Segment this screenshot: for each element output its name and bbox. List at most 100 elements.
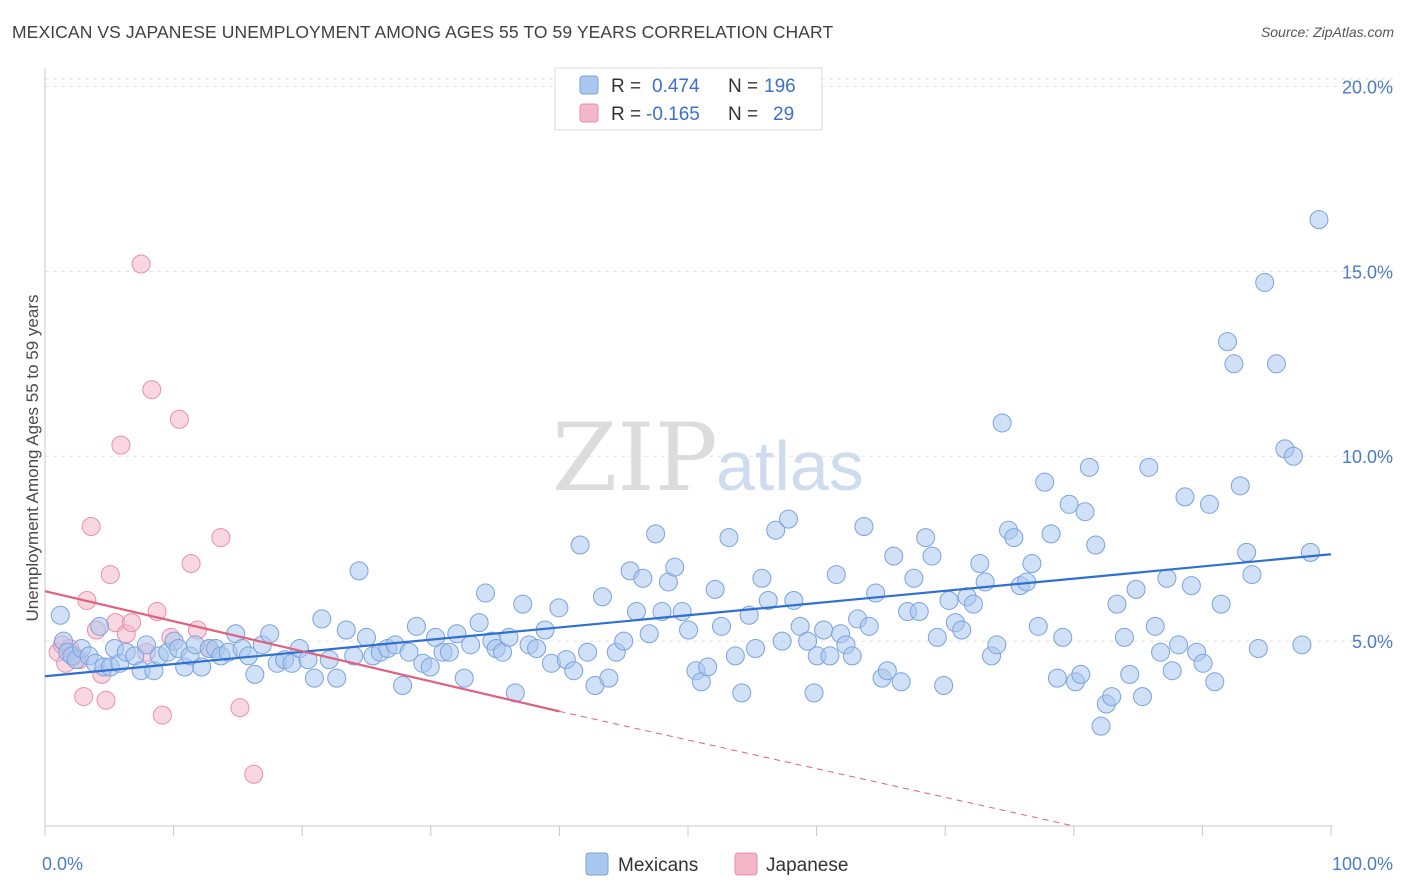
japanese-point bbox=[96, 690, 116, 710]
mexican-point bbox=[1114, 627, 1134, 647]
japanese-trend-line bbox=[44, 590, 560, 713]
bottom-label-japanese: Japanese bbox=[766, 855, 848, 876]
mexican-point bbox=[393, 675, 413, 695]
mexican-point bbox=[1053, 627, 1073, 647]
japanese-point bbox=[230, 698, 250, 718]
japanese-points bbox=[48, 254, 264, 784]
legend-r-label-2: R = bbox=[611, 104, 641, 125]
y-axis-label: Unemployment Among Ages 55 to 59 years bbox=[23, 295, 42, 622]
mexican-point bbox=[732, 683, 752, 703]
mexican-point bbox=[1086, 535, 1106, 555]
y-tick-labels: 5.0% 10.0% 15.0% 20.0% bbox=[1342, 77, 1393, 652]
japanese-point bbox=[81, 516, 101, 536]
mexican-point bbox=[992, 413, 1012, 433]
mexican-point bbox=[1139, 457, 1159, 477]
mexican-point bbox=[712, 616, 732, 636]
mexican-point bbox=[725, 646, 745, 666]
mexican-point bbox=[1237, 542, 1257, 562]
japanese-point bbox=[122, 613, 142, 633]
mexican-point bbox=[336, 620, 356, 640]
mexican-point bbox=[1071, 664, 1091, 684]
japanese-trend-extension bbox=[559, 710, 1074, 827]
japanese-point bbox=[152, 705, 172, 725]
mexican-point bbox=[1283, 446, 1303, 466]
mexican-point bbox=[633, 568, 653, 588]
mexican-point bbox=[1035, 472, 1055, 492]
legend-swatch-mexicans bbox=[579, 75, 599, 95]
mexican-point bbox=[1266, 354, 1286, 374]
mexican-point bbox=[1151, 642, 1171, 662]
mexican-point bbox=[614, 631, 634, 651]
mexican-point bbox=[1126, 579, 1146, 599]
mexican-point bbox=[1157, 568, 1177, 588]
correlation-legend: R = 0.474 N = 196 R = -0.165 N = 29 bbox=[554, 67, 823, 131]
y-tick-label: 5.0% bbox=[1352, 632, 1393, 652]
mexican-point bbox=[939, 590, 959, 610]
mexican-point bbox=[646, 524, 666, 544]
mexican-point bbox=[454, 668, 474, 688]
y-tick-label: 10.0% bbox=[1342, 447, 1393, 467]
legend-r-value-1: 0.474 bbox=[652, 76, 700, 97]
mexican-point bbox=[1199, 494, 1219, 514]
mexican-point bbox=[891, 672, 911, 692]
mexican-point bbox=[1075, 502, 1095, 522]
mexican-point bbox=[1218, 332, 1238, 352]
bottom-swatch-mexicans bbox=[585, 852, 609, 876]
mexican-point bbox=[1224, 354, 1244, 374]
mexican-point bbox=[698, 657, 718, 677]
mexican-point bbox=[1193, 653, 1213, 673]
mexican-point bbox=[672, 602, 692, 622]
mexican-point bbox=[904, 568, 924, 588]
trend-lines bbox=[44, 553, 1332, 827]
mexican-point bbox=[1248, 639, 1268, 659]
y-tick-label: 15.0% bbox=[1342, 262, 1393, 282]
mexican-point bbox=[1211, 594, 1231, 614]
y-tick-label: 20.0% bbox=[1342, 77, 1393, 97]
mexican-point bbox=[549, 598, 569, 618]
japanese-point bbox=[169, 409, 189, 429]
mexican-point bbox=[970, 553, 990, 573]
mexican-point bbox=[884, 546, 904, 566]
mexican-point bbox=[877, 661, 897, 681]
mexican-point bbox=[916, 528, 936, 548]
x-tick-label-max: 100.0% bbox=[1332, 854, 1393, 874]
mexican-point bbox=[136, 635, 156, 655]
mexican-point bbox=[772, 631, 792, 651]
mexican-point bbox=[814, 620, 834, 640]
mexican-point bbox=[859, 616, 879, 636]
mexican-point bbox=[758, 590, 778, 610]
mexican-point bbox=[1022, 553, 1042, 573]
mexican-points bbox=[50, 210, 1329, 736]
mexican-point bbox=[513, 594, 533, 614]
mexican-point bbox=[1175, 487, 1195, 507]
mexican-trend-line bbox=[44, 553, 1332, 678]
mexican-point bbox=[1059, 494, 1079, 514]
mexican-point bbox=[592, 587, 612, 607]
mexican-point bbox=[1132, 687, 1152, 707]
mexican-point bbox=[842, 646, 862, 666]
legend-n-value-2: 29 bbox=[773, 104, 794, 125]
mexican-point bbox=[1309, 210, 1329, 230]
mexican-point bbox=[527, 639, 547, 659]
legend-n-label-1: N = bbox=[728, 76, 758, 97]
japanese-point bbox=[100, 565, 120, 585]
mexican-point bbox=[439, 642, 459, 662]
japanese-point bbox=[74, 687, 94, 707]
mexican-point bbox=[854, 516, 874, 536]
japanese-point bbox=[142, 380, 162, 400]
mexican-point bbox=[626, 602, 646, 622]
mexican-point bbox=[90, 616, 110, 636]
mexican-point bbox=[719, 528, 739, 548]
mexican-point bbox=[1107, 594, 1127, 614]
mexican-point bbox=[1091, 716, 1111, 736]
mexican-point bbox=[987, 635, 1007, 655]
mexican-point bbox=[866, 583, 886, 603]
mexican-point bbox=[599, 668, 619, 688]
mexican-point bbox=[1255, 272, 1275, 292]
mexican-point bbox=[469, 613, 489, 633]
japanese-point bbox=[131, 254, 151, 274]
mexican-point bbox=[652, 602, 672, 622]
mexican-point bbox=[826, 565, 846, 585]
watermark-atlas: atlas bbox=[716, 427, 864, 505]
